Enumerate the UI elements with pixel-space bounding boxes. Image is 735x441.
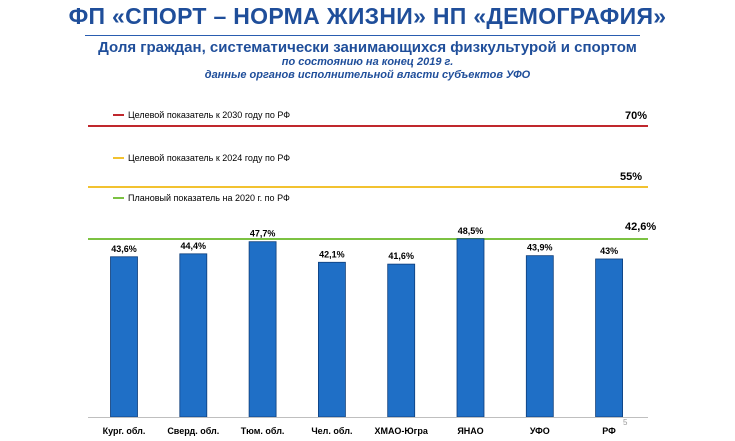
- bar: [525, 255, 554, 418]
- bar: [110, 256, 138, 418]
- reference-line-label: Целевой показатель к 2024 году по РФ: [128, 153, 290, 163]
- bar: [317, 261, 346, 418]
- title-divider: [85, 35, 640, 36]
- category-label: РФ: [602, 426, 616, 436]
- category-label: Чел. обл.: [311, 426, 352, 436]
- bar-value-label: 43,9%: [527, 243, 553, 253]
- chart-subtitle: Доля граждан, систематически занимающихс…: [98, 39, 637, 56]
- category-label: Кург. обл.: [103, 426, 146, 436]
- bar-value-label: 43,6%: [111, 244, 137, 254]
- bar: [248, 241, 277, 418]
- bar-value-label: 43%: [600, 246, 618, 256]
- reference-value-label: 55%: [620, 171, 642, 183]
- reference-value-label: 42,6%: [625, 221, 656, 233]
- bar: [456, 238, 485, 418]
- category-label: Тюм. обл.: [241, 426, 285, 436]
- reference-line-label: Плановый показатель на 2020 г. по РФ: [128, 193, 290, 203]
- chart-date-note: по состоянию на конец 2019 г.: [281, 56, 454, 68]
- category-label: ЯНАО: [457, 426, 483, 436]
- bar-value-label: 47,7%: [250, 229, 276, 239]
- bar-value-label: 42,1%: [319, 249, 345, 259]
- bar-value-label: 41,6%: [388, 251, 414, 261]
- category-label: Сверд. обл.: [167, 426, 219, 436]
- bar-value-label: 48,5%: [458, 226, 484, 236]
- reference-line-label: Целевой показатель к 2030 году по РФ: [128, 110, 290, 120]
- bar-value-label: 44,4%: [181, 241, 207, 251]
- bar: [387, 263, 416, 418]
- chart-source-note: данные органов исполнительной власти суб…: [204, 69, 531, 81]
- reference-value-label: 70%: [625, 110, 647, 122]
- page-number: 5: [623, 418, 628, 427]
- bar: [595, 258, 623, 418]
- slide-title: ФП «СПОРТ – НОРМА ЖИЗНИ» НП «ДЕМОГРАФИЯ»: [68, 3, 667, 29]
- bar: [179, 253, 208, 418]
- category-label: УФО: [530, 426, 550, 436]
- plot-area: [88, 105, 648, 418]
- category-label: ХМАО-Югра: [374, 426, 428, 436]
